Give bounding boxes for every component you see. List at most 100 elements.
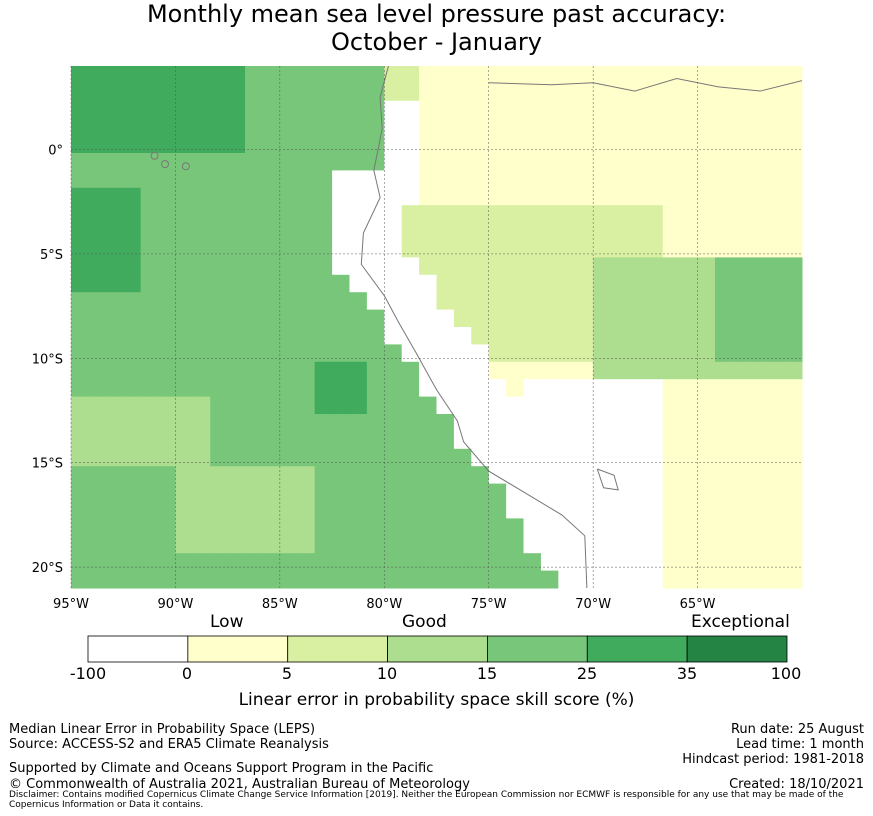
- skill-cell: [784, 135, 803, 154]
- skill-cell: [314, 309, 333, 328]
- skill-cell: [332, 466, 350, 485]
- skill-cell: [610, 483, 629, 502]
- skill-cell: [523, 327, 542, 345]
- skill-cell: [575, 274, 594, 293]
- skill-cell: [297, 309, 316, 328]
- skill-cell: [645, 344, 664, 363]
- skill-cell: [279, 292, 298, 311]
- skill-cell: [749, 553, 768, 572]
- skill-cell: [645, 483, 664, 502]
- skill-cell: [71, 483, 89, 502]
- skill-cell: [453, 292, 472, 311]
- skill-cell: [227, 535, 246, 554]
- skill-cell: [349, 361, 368, 380]
- skill-cell: [506, 518, 525, 537]
- skill-cell: [488, 292, 507, 311]
- skill-cell: [471, 222, 490, 241]
- skill-cell: [732, 66, 751, 84]
- skill-cell: [262, 327, 281, 345]
- skill-cell: [297, 327, 316, 345]
- skill-cell: [436, 327, 455, 345]
- skill-cell: [627, 118, 646, 137]
- x-tick-label: 70°W: [575, 597, 611, 612]
- lake-titicaca: [596, 468, 619, 491]
- skill-cell: [88, 240, 107, 258]
- skill-cell: [662, 483, 681, 502]
- skill-cell: [506, 257, 525, 276]
- skill-cell: [627, 379, 646, 398]
- skill-cell: [610, 501, 629, 519]
- skill-cell: [332, 292, 350, 311]
- skill-cell: [627, 448, 646, 467]
- skill-cell: [697, 292, 716, 311]
- skill-cell: [732, 222, 751, 241]
- skill-cell: [506, 240, 525, 258]
- skill-cell: [523, 501, 542, 519]
- skill-cell: [471, 118, 490, 137]
- skill-cell: [645, 431, 664, 450]
- skill-cell: [767, 222, 786, 241]
- skill-cell: [88, 83, 107, 102]
- skill-cell: [471, 518, 490, 537]
- skill-cell: [593, 240, 612, 258]
- skill-cell: [279, 448, 298, 467]
- skill-cell: [88, 448, 107, 467]
- skill-cell: [767, 309, 786, 328]
- skill-cell: [227, 553, 246, 572]
- skill-cell: [419, 274, 437, 293]
- skill-cell: [175, 518, 194, 537]
- skill-cell: [401, 274, 420, 293]
- skill-cell: [488, 344, 507, 363]
- skill-cell: [123, 553, 142, 572]
- skill-cell: [192, 570, 211, 589]
- skill-cell: [210, 205, 229, 224]
- skill-cell: [314, 414, 333, 432]
- skill-cell: [662, 66, 681, 84]
- skill-cell: [88, 344, 107, 363]
- skill-cell: [488, 222, 507, 241]
- skill-cell: [523, 518, 542, 537]
- colorbar: [87, 635, 788, 663]
- skill-cell: [88, 535, 107, 554]
- skill-cell: [627, 66, 646, 84]
- skill-cell: [88, 153, 107, 171]
- skill-cell: [627, 361, 646, 380]
- skill-cell: [749, 66, 768, 84]
- skill-cell: [453, 205, 472, 224]
- skill-cell: [645, 379, 664, 398]
- skill-cell: [279, 414, 298, 432]
- skill-cell: [645, 535, 664, 554]
- skill-cell: [105, 83, 124, 102]
- skill-cell: [123, 535, 142, 554]
- skill-cell: [105, 309, 124, 328]
- skill-cell: [453, 483, 472, 502]
- skill-cell: [506, 170, 525, 189]
- skill-cell: [714, 483, 733, 502]
- skill-cell: [210, 170, 229, 189]
- skill-cell: [419, 361, 437, 380]
- skill-cell: [523, 431, 542, 450]
- footer-copyright: © Commonwealth of Australia 2021, Austra…: [9, 777, 470, 792]
- skill-cell: [349, 466, 368, 485]
- skill-cell: [784, 274, 803, 293]
- skill-cell: [436, 431, 455, 450]
- skill-cell: [297, 570, 316, 589]
- skill-cell: [488, 205, 507, 224]
- skill-cell: [488, 100, 507, 119]
- skill-cell: [732, 118, 751, 137]
- gridlines: [70, 66, 802, 588]
- skill-cell: [558, 66, 577, 84]
- skill-cell: [314, 257, 333, 276]
- skill-cell: [140, 83, 159, 102]
- skill-cell: [210, 518, 229, 537]
- skill-cell: [384, 570, 403, 589]
- skill-cell: [123, 361, 142, 380]
- skill-cell: [488, 396, 507, 415]
- skill-cell: [714, 396, 733, 415]
- skill-cell: [680, 501, 699, 519]
- skill-cell: [192, 170, 211, 189]
- skill-cell: [697, 344, 716, 363]
- skill-cell: [593, 170, 612, 189]
- skill-cell: [262, 344, 281, 363]
- skill-cell: [210, 501, 229, 519]
